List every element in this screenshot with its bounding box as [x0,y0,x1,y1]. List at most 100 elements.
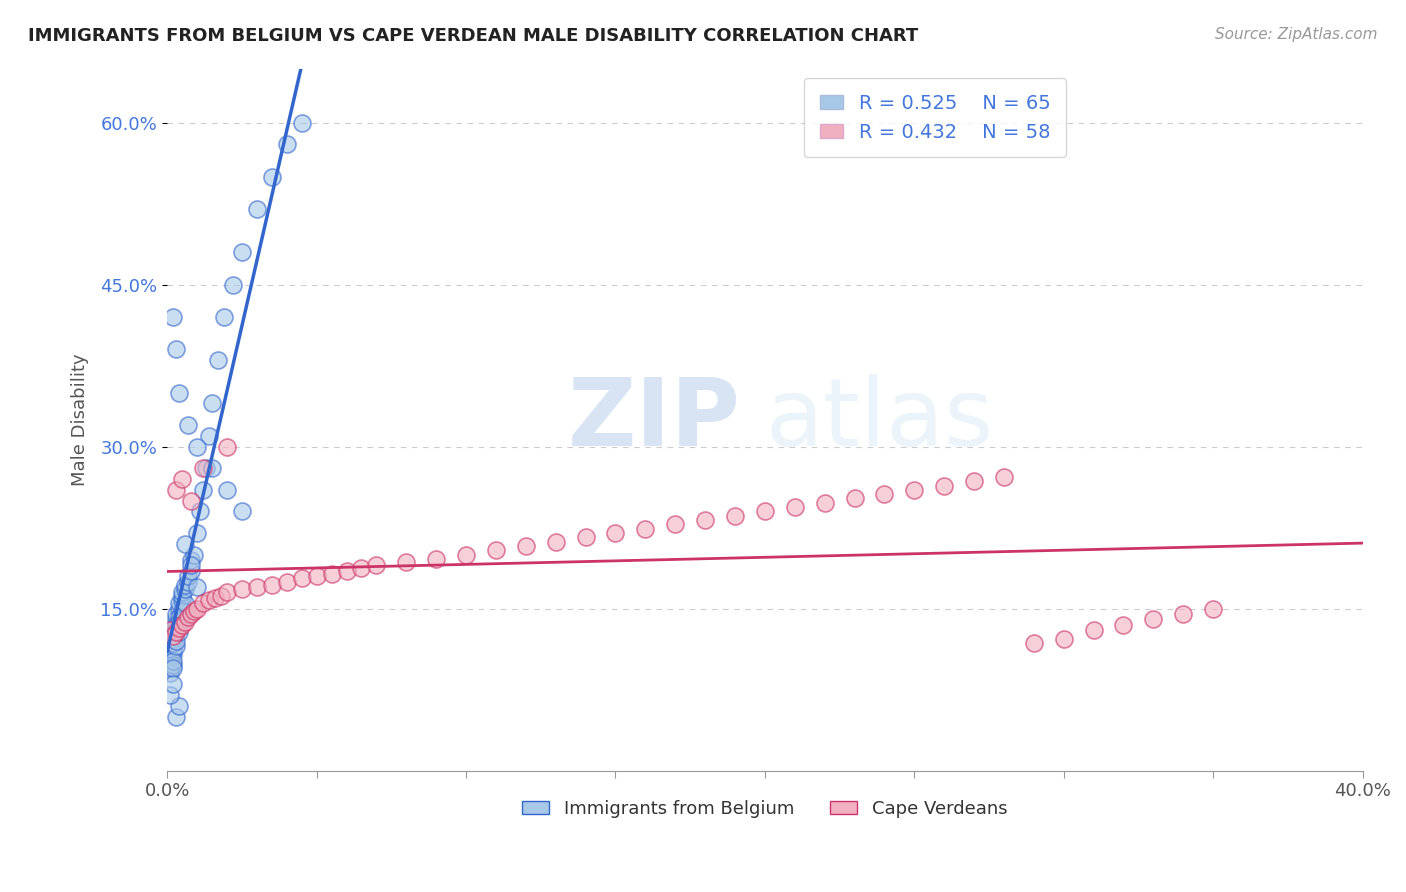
Text: Source: ZipAtlas.com: Source: ZipAtlas.com [1215,27,1378,42]
Point [1083,624,1105,638]
Point [454,548,477,562]
Point [873,487,896,501]
Point [172,618,194,632]
Point [260,578,283,592]
Point [195,461,218,475]
Point [172,472,194,486]
Point [165,640,187,654]
Point [162,657,184,672]
Point [963,474,986,488]
Point [215,440,238,454]
Point [198,429,221,443]
Legend: Immigrants from Belgium, Cape Verdeans: Immigrants from Belgium, Cape Verdeans [515,792,1015,825]
Point [180,564,202,578]
Point [993,470,1015,484]
Text: atlas: atlas [765,374,993,466]
Point [162,629,184,643]
Point [291,571,314,585]
Point [162,661,184,675]
Point [167,621,190,635]
Point [172,593,194,607]
Point [724,508,747,523]
Point [162,647,184,661]
Point [186,601,208,615]
Point [191,483,214,497]
Point [174,615,197,629]
Point [201,461,224,475]
Point [180,553,202,567]
Point [174,582,197,597]
Point [165,612,187,626]
Point [814,496,837,510]
Point [634,522,657,536]
Point [215,483,238,497]
Point [159,656,181,670]
Point [695,513,717,527]
Point [321,567,343,582]
Point [207,353,229,368]
Point [165,483,187,497]
Point [1112,618,1135,632]
Point [165,624,187,638]
Point [605,526,627,541]
Point [165,709,187,723]
Point [167,601,190,615]
Point [231,245,253,260]
Point [159,640,181,654]
Point [231,582,253,597]
Point [204,591,226,605]
Point [1202,601,1225,615]
Point [246,202,269,216]
Point [209,589,232,603]
Point [425,552,447,566]
Point [162,677,184,691]
Point [188,504,211,518]
Point [664,517,686,532]
Point [159,688,181,702]
Point [172,604,194,618]
Point [165,618,187,632]
Point [165,607,187,621]
Point [180,493,202,508]
Point [934,478,956,492]
Point [177,417,200,432]
Point [167,596,190,610]
Point [231,504,253,518]
Point [159,624,181,638]
Point [186,580,208,594]
Point [198,593,221,607]
Point [177,569,200,583]
Text: ZIP: ZIP [568,374,741,466]
Point [485,543,508,558]
Point [350,560,373,574]
Point [1173,607,1195,621]
Point [183,604,205,618]
Point [167,625,190,640]
Point [335,564,357,578]
Point [180,607,202,621]
Point [172,589,194,603]
Point [167,698,190,713]
Point [162,310,184,324]
Point [276,574,298,589]
Point [162,653,184,667]
Point [174,596,197,610]
Point [167,385,190,400]
Point [177,610,200,624]
Point [544,534,567,549]
Point [1022,636,1045,650]
Point [167,615,190,629]
Point [167,610,190,624]
Point [159,661,181,675]
Point [162,636,184,650]
Point [191,461,214,475]
Point [1053,632,1076,646]
Point [395,555,418,569]
Point [162,629,184,643]
Point [165,625,187,640]
Point [1142,612,1164,626]
Y-axis label: Male Disability: Male Disability [72,353,89,486]
Point [186,440,208,454]
Point [783,500,806,515]
Point [162,632,184,646]
